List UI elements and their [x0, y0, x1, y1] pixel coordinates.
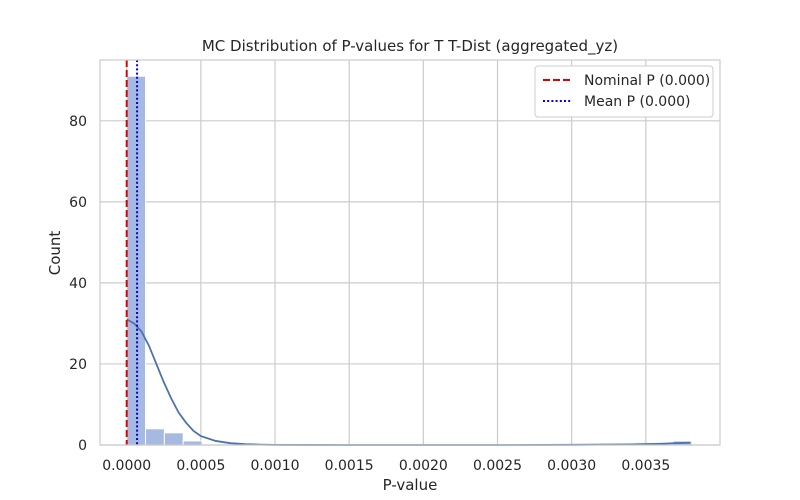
y-tick-label: 0	[78, 438, 87, 454]
y-tick-label: 60	[69, 195, 87, 211]
x-tick-labels: 0.0000 0.0005 0.0010 0.0015 0.0020 0.0025 0.00…	[102, 458, 670, 474]
plot-frame	[99, 59, 721, 446]
x-tick-label: 0.0015	[325, 458, 374, 474]
reference-lines	[125, 60, 139, 445]
x-tick-label: 0.0000	[102, 458, 151, 474]
histogram-bars	[126, 75, 693, 446]
legend-mean-label: Mean P (0.000)	[584, 94, 691, 110]
legend-box	[534, 65, 714, 118]
histogram-bar	[145, 428, 165, 446]
x-axis-label: P-value	[383, 476, 438, 494]
histogram-bar	[163, 432, 184, 446]
legend-nominal-label: Nominal P (0.000)	[584, 73, 710, 89]
y-tick-label: 40	[69, 276, 87, 292]
chart-title: MC Distribution of P-values for T T-Dist…	[202, 37, 618, 56]
x-tick-label: 0.0030	[547, 458, 596, 474]
histogram-bar	[182, 440, 203, 446]
x-tick-label: 0.0035	[621, 458, 670, 474]
y-tick-labels: 0 20 40 60 80	[69, 114, 87, 454]
y-tick-label: 80	[69, 114, 87, 130]
x-tick-label: 0.0010	[251, 458, 300, 474]
x-tick-label: 0.0020	[399, 458, 448, 474]
kde-curve	[126, 318, 691, 446]
x-tick-label: 0.0005	[176, 458, 225, 474]
x-tick-label: 0.0025	[473, 458, 522, 474]
y-tick-label: 20	[69, 357, 87, 373]
kde-line	[126, 318, 691, 446]
y-axis-label: Count	[46, 231, 64, 276]
legend: Nominal P (0.000) Mean P (0.000)	[534, 65, 714, 118]
grid	[100, 60, 720, 446]
